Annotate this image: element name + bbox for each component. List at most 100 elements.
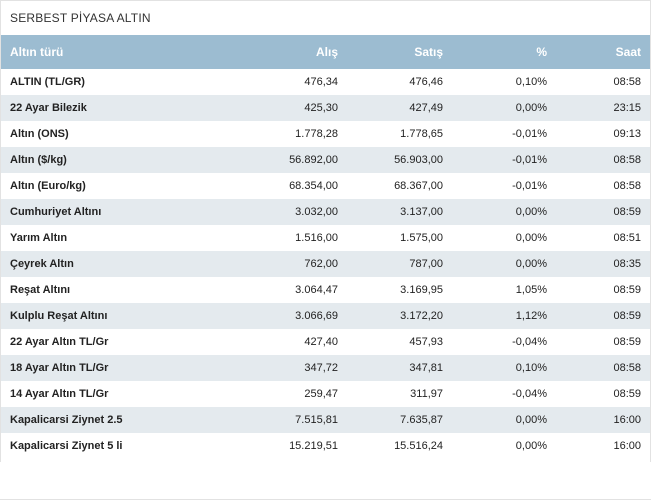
cell-buy: 762,00: [304, 258, 338, 270]
cell-percent: -0,04%: [512, 336, 547, 348]
table-row: Altın (ONS) 1.778,28 1.778,65 -0,01% 09:13: [1, 121, 650, 147]
cell-sell: 68.367,00: [394, 180, 443, 192]
cell-gold-type: ALTIN (TL/GR): [10, 76, 85, 88]
cell-buy: 3.064,47: [295, 284, 338, 296]
table-row: Reşat Altını 3.064,47 3.169,95 1,05% 08:59: [1, 277, 650, 303]
table-row: ALTIN (TL/GR) 476,34 476,46 0,10% 08:58: [1, 69, 650, 95]
cell-buy: 7.515,81: [295, 414, 338, 426]
cell-gold-type: Cumhuriyet Altını: [10, 206, 102, 218]
cell-buy: 56.892,00: [289, 154, 338, 166]
table-row: Yarım Altın 1.516,00 1.575,00 0,00% 08:51: [1, 225, 650, 251]
cell-percent: 0,00%: [515, 102, 547, 114]
table-row: 18 Ayar Altın TL/Gr 347,72 347,81 0,10% 08:5…: [1, 355, 650, 381]
cell-time: 16:00: [613, 414, 641, 426]
cell-gold-type: Kapalicarsi Ziynet 5 li: [10, 440, 123, 452]
cell-buy: 427,40: [304, 336, 338, 348]
table-row: Kapalicarsi Ziynet 2.5 7.515,81 7.635,87 0,…: [1, 407, 650, 433]
panel-title: SERBEST PİYASA ALTIN: [10, 11, 151, 25]
cell-percent: 0,00%: [515, 258, 547, 270]
cell-percent: -0,01%: [512, 180, 547, 192]
cell-percent: 0,00%: [515, 206, 547, 218]
cell-sell: 1.778,65: [400, 128, 443, 140]
gold-prices-panel: SERBEST PİYASA ALTIN Altın türü Alış Sat…: [0, 0, 651, 462]
table-row: 22 Ayar Bilezik 425,30 427,49 0,00% 23:15: [1, 95, 650, 121]
table-row: 14 Ayar Altın TL/Gr 259,47 311,97 -0,04% 08:…: [1, 381, 650, 407]
cell-buy: 1.778,28: [295, 128, 338, 140]
header-buy: Alış: [315, 45, 338, 59]
table-row: 22 Ayar Altın TL/Gr 427,40 457,93 -0,04% 08:…: [1, 329, 650, 355]
cell-time: 08:58: [613, 154, 641, 166]
cell-gold-type: Kulplu Reşat Altını: [10, 310, 108, 322]
cell-buy: 259,47: [304, 388, 338, 400]
cell-gold-type: 22 Ayar Altın TL/Gr: [10, 336, 109, 348]
cell-gold-type: Çeyrek Altın: [10, 258, 74, 270]
cell-sell: 3.169,95: [400, 284, 443, 296]
cell-sell: 3.172,20: [400, 310, 443, 322]
cell-percent: -0,04%: [512, 388, 547, 400]
cell-sell: 3.137,00: [400, 206, 443, 218]
cell-gold-type: 14 Ayar Altın TL/Gr: [10, 388, 109, 400]
cell-sell: 347,81: [409, 362, 443, 374]
cell-sell: 311,97: [410, 388, 443, 400]
cell-gold-type: Kapalicarsi Ziynet 2.5: [10, 414, 123, 426]
cell-percent: 0,00%: [515, 440, 547, 452]
cell-gold-type: Yarım Altın: [10, 232, 68, 244]
cell-gold-type: 18 Ayar Altın TL/Gr: [10, 362, 109, 374]
cell-percent: 1,12%: [515, 310, 547, 322]
cell-gold-type: 22 Ayar Bilezik: [10, 102, 87, 114]
cell-sell: 15.516,24: [394, 440, 443, 452]
table-row: Çeyrek Altın 762,00 787,00 0,00% 08:35: [1, 251, 650, 277]
cell-time: 09:13: [613, 128, 641, 140]
cell-time: 08:59: [613, 388, 641, 400]
gold-prices-table: Altın türü Alış Satış % Saat ALTIN (TL/G…: [1, 35, 650, 459]
cell-gold-type: Altın ($/kg): [10, 154, 67, 166]
cell-sell: 7.635,87: [400, 414, 443, 426]
cell-percent: 1,05%: [515, 284, 547, 296]
cell-percent: 0,00%: [515, 232, 547, 244]
cell-time: 08:59: [613, 336, 641, 348]
cell-time: 08:58: [613, 76, 641, 88]
cell-percent: -0,01%: [512, 154, 547, 166]
cell-sell: 56.903,00: [394, 154, 443, 166]
bottom-divider: [0, 499, 651, 500]
cell-percent: 0,00%: [515, 414, 547, 426]
cell-gold-type: Altın (Euro/kg): [10, 180, 86, 192]
header-percent: %: [536, 45, 547, 59]
cell-time: 08:58: [613, 362, 641, 374]
cell-sell: 476,46: [409, 76, 443, 88]
cell-percent: -0,01%: [512, 128, 547, 140]
cell-buy: 3.032,00: [295, 206, 338, 218]
cell-buy: 15.219,51: [289, 440, 338, 452]
cell-buy: 425,30: [304, 102, 338, 114]
cell-sell: 787,00: [409, 258, 443, 270]
cell-time: 08:59: [613, 310, 641, 322]
cell-buy: 347,72: [304, 362, 338, 374]
table-row: Altın ($/kg) 56.892,00 56.903,00 -0,01% 08:5…: [1, 147, 650, 173]
table-header-row: Altın türü Alış Satış % Saat: [1, 35, 650, 69]
cell-time: 08:51: [613, 232, 641, 244]
cell-buy: 476,34: [304, 76, 338, 88]
header-gold-type: Altın türü: [10, 45, 64, 59]
cell-percent: 0,10%: [515, 76, 547, 88]
cell-time: 08:59: [613, 284, 641, 296]
table-row: Cumhuriyet Altını 3.032,00 3.137,00 0,00% 08…: [1, 199, 650, 225]
cell-time: 08:59: [613, 206, 641, 218]
cell-percent: 0,10%: [515, 362, 547, 374]
cell-buy: 68.354,00: [289, 180, 338, 192]
table-row: Altın (Euro/kg) 68.354,00 68.367,00 -0,01% 0…: [1, 173, 650, 199]
header-time: Saat: [615, 45, 641, 59]
cell-buy: 3.066,69: [295, 310, 338, 322]
cell-gold-type: Altın (ONS): [10, 128, 69, 140]
cell-sell: 457,93: [409, 336, 443, 348]
table-row: Kapalicarsi Ziynet 5 li 15.219,51 15.516,2…: [1, 433, 650, 459]
cell-time: 08:58: [613, 180, 641, 192]
cell-buy: 1.516,00: [295, 232, 338, 244]
cell-sell: 427,49: [409, 102, 443, 114]
header-sell: Satış: [414, 45, 443, 59]
table-row: Kulplu Reşat Altını 3.066,69 3.172,20 1,12%…: [1, 303, 650, 329]
cell-gold-type: Reşat Altını: [10, 284, 71, 296]
cell-sell: 1.575,00: [400, 232, 443, 244]
cell-time: 08:35: [613, 258, 641, 270]
cell-time: 16:00: [613, 440, 641, 452]
cell-time: 23:15: [613, 102, 641, 114]
